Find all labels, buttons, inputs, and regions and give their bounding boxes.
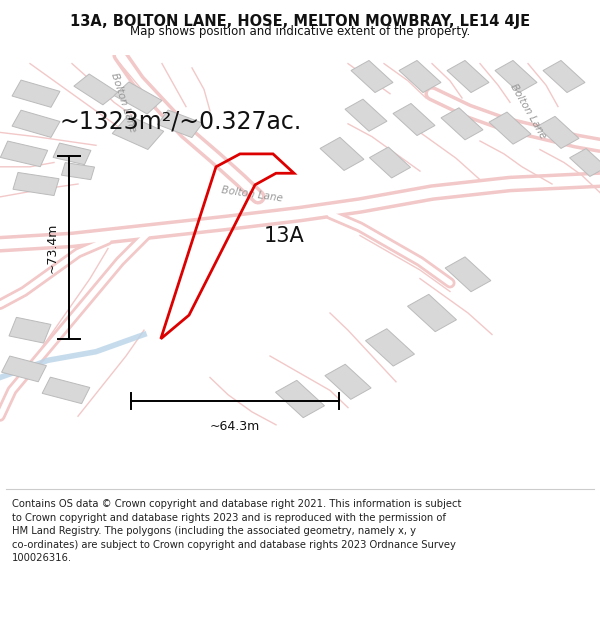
Polygon shape: [543, 61, 585, 92]
Text: Bolton Lane: Bolton Lane: [221, 186, 283, 204]
Polygon shape: [537, 116, 579, 149]
Polygon shape: [2, 356, 46, 382]
Polygon shape: [114, 82, 162, 114]
Text: Bolton Lane: Bolton Lane: [109, 71, 137, 133]
Text: 13A: 13A: [264, 226, 305, 246]
Text: Map shows position and indicative extent of the property.: Map shows position and indicative extent…: [130, 26, 470, 39]
Polygon shape: [74, 74, 118, 105]
Text: ~73.4m: ~73.4m: [46, 222, 59, 272]
Text: ~1323m²/~0.327ac.: ~1323m²/~0.327ac.: [60, 109, 302, 134]
Polygon shape: [345, 99, 387, 131]
Polygon shape: [53, 143, 91, 165]
Polygon shape: [12, 110, 60, 138]
Polygon shape: [112, 115, 164, 149]
Text: ~64.3m: ~64.3m: [210, 421, 260, 434]
Polygon shape: [569, 149, 600, 176]
Polygon shape: [370, 147, 410, 178]
Polygon shape: [495, 61, 537, 92]
Polygon shape: [489, 112, 531, 144]
Polygon shape: [42, 377, 90, 404]
Polygon shape: [393, 104, 435, 136]
Polygon shape: [441, 107, 483, 140]
Polygon shape: [445, 257, 491, 292]
Text: 13A, BOLTON LANE, HOSE, MELTON MOWBRAY, LE14 4JE: 13A, BOLTON LANE, HOSE, MELTON MOWBRAY, …: [70, 14, 530, 29]
Text: Bolton Lane: Bolton Lane: [508, 82, 548, 140]
Polygon shape: [275, 381, 325, 418]
Polygon shape: [61, 162, 95, 179]
Polygon shape: [447, 61, 489, 92]
Text: Contains OS data © Crown copyright and database right 2021. This information is : Contains OS data © Crown copyright and d…: [12, 499, 461, 563]
Polygon shape: [399, 61, 441, 92]
Polygon shape: [325, 364, 371, 399]
Polygon shape: [320, 138, 364, 171]
Polygon shape: [1, 141, 47, 167]
Polygon shape: [157, 110, 203, 138]
Polygon shape: [12, 80, 60, 107]
Polygon shape: [9, 318, 51, 343]
Polygon shape: [407, 294, 457, 332]
Polygon shape: [365, 329, 415, 366]
Polygon shape: [351, 61, 393, 92]
Polygon shape: [13, 173, 59, 196]
